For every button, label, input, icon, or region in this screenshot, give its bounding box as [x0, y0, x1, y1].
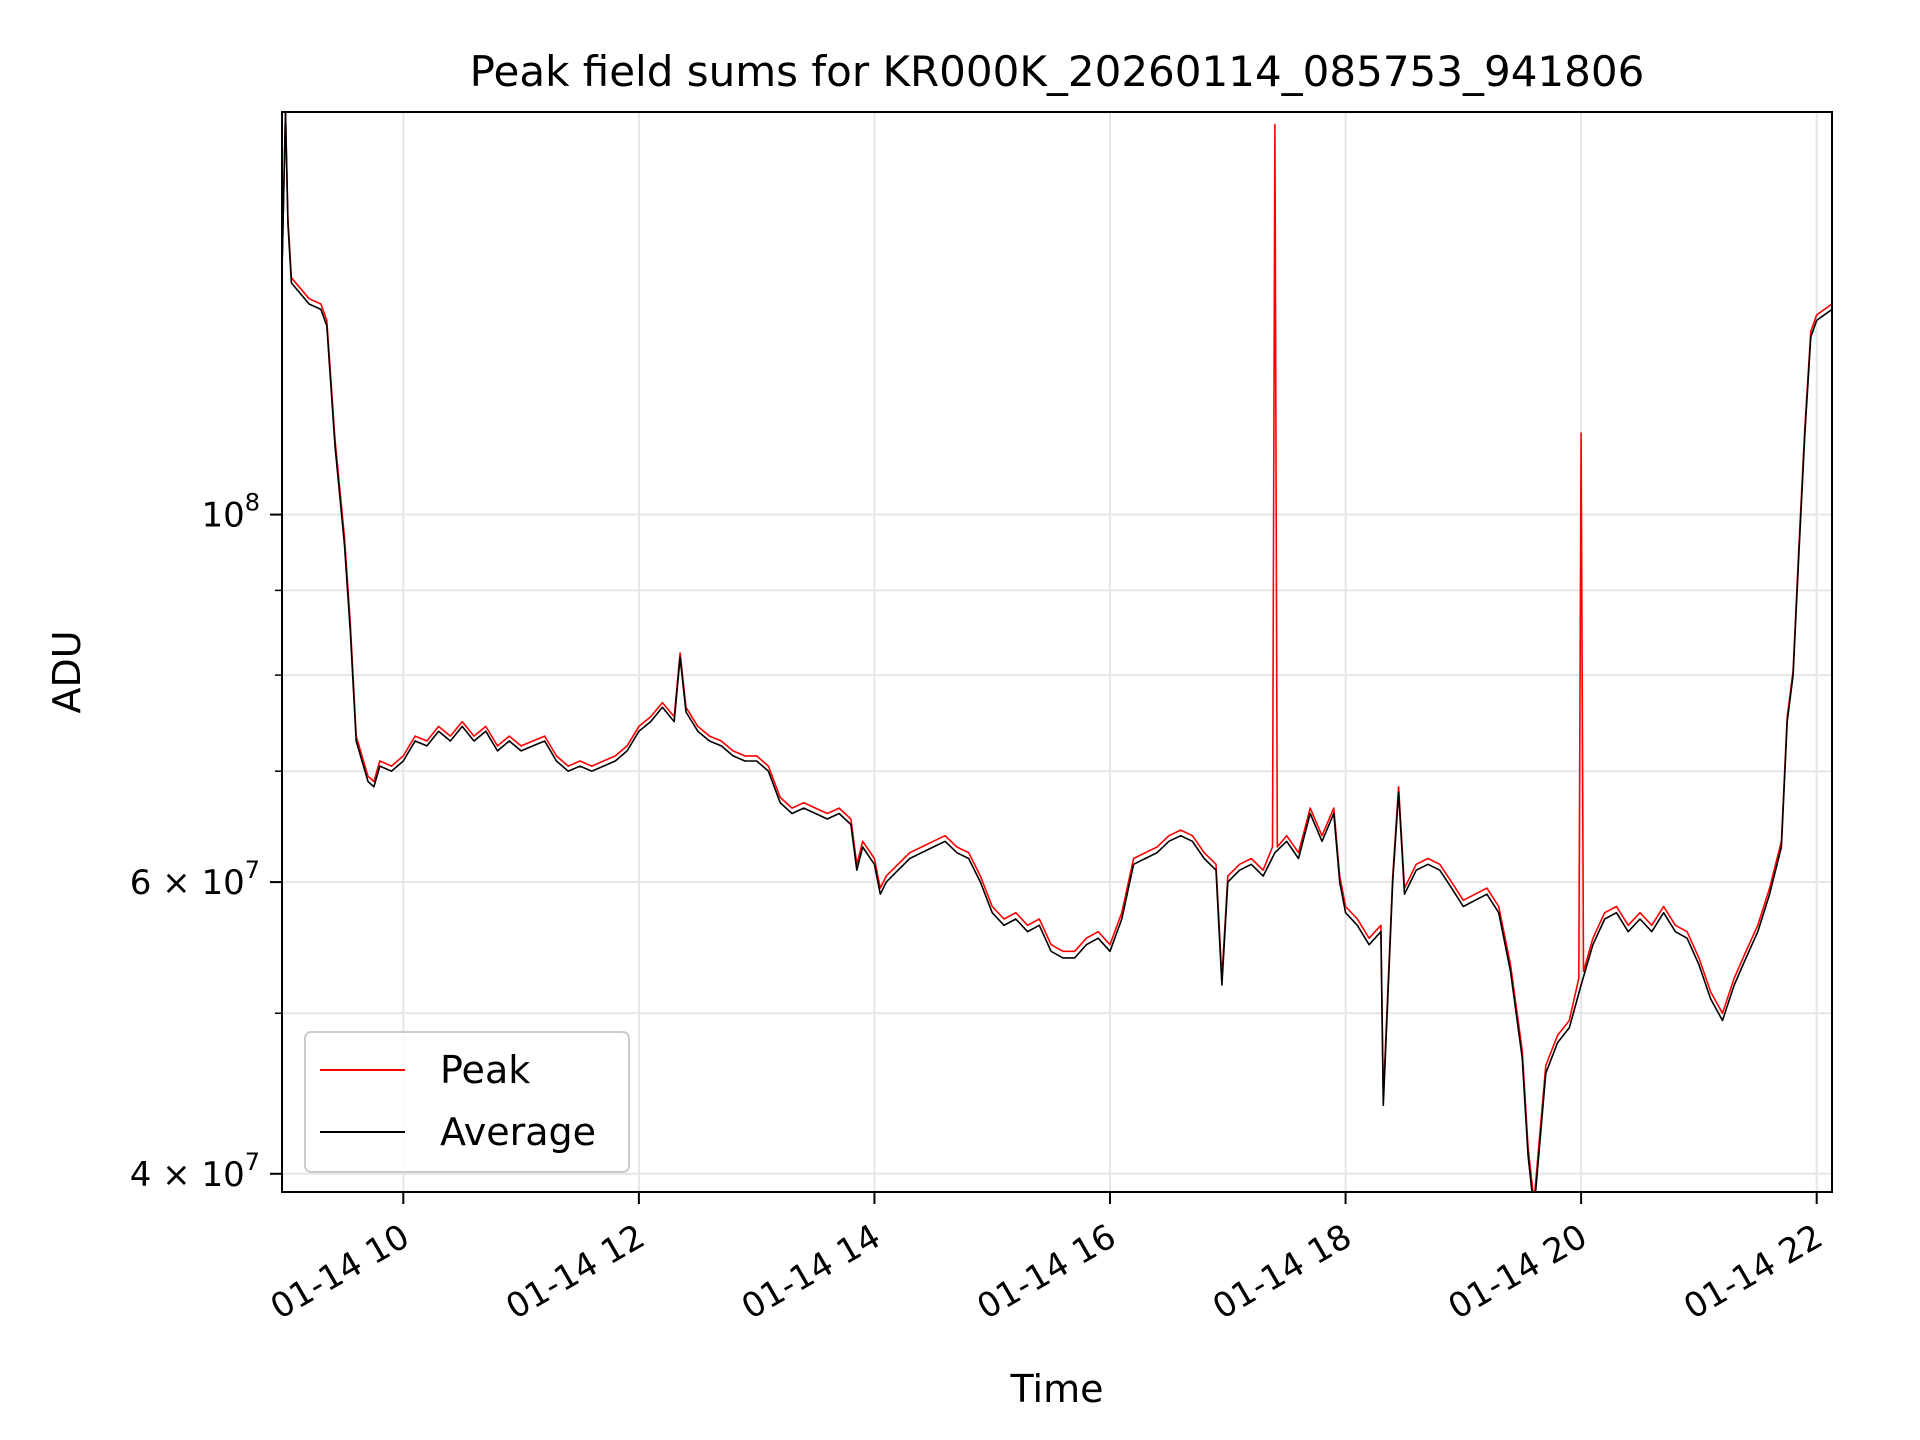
y-tick-exponent: 8: [245, 489, 260, 517]
y-tick-label: 6 × 107: [130, 856, 260, 903]
x-axis-label: Time: [1010, 1367, 1104, 1411]
series-layer: [282, 112, 1832, 1192]
y-axis-label: ADU: [45, 630, 89, 713]
series-line-average: [282, 112, 1832, 1192]
y-tick-mantissa: 10: [201, 496, 244, 536]
plot-frame: [281, 111, 1833, 1193]
y-tick-exponent: 7: [245, 1148, 260, 1176]
y-tick-mantissa: 4 × 10: [130, 1155, 245, 1195]
y-tick-exponent: 7: [245, 856, 260, 884]
legend-average-label: Average: [440, 1110, 596, 1154]
y-tick-mantissa: 6 × 10: [130, 863, 245, 903]
y-tick-label: 4 × 107: [130, 1148, 260, 1195]
legend-peak-label: Peak: [440, 1048, 530, 1092]
series-line-peak: [282, 112, 1832, 1192]
legend: Peak Average: [304, 1031, 630, 1173]
y-tick-label: 108: [201, 489, 260, 536]
legend-box: [304, 1031, 630, 1173]
chart-title: Peak field sums for KR000K_20260114_0857…: [470, 47, 1645, 96]
